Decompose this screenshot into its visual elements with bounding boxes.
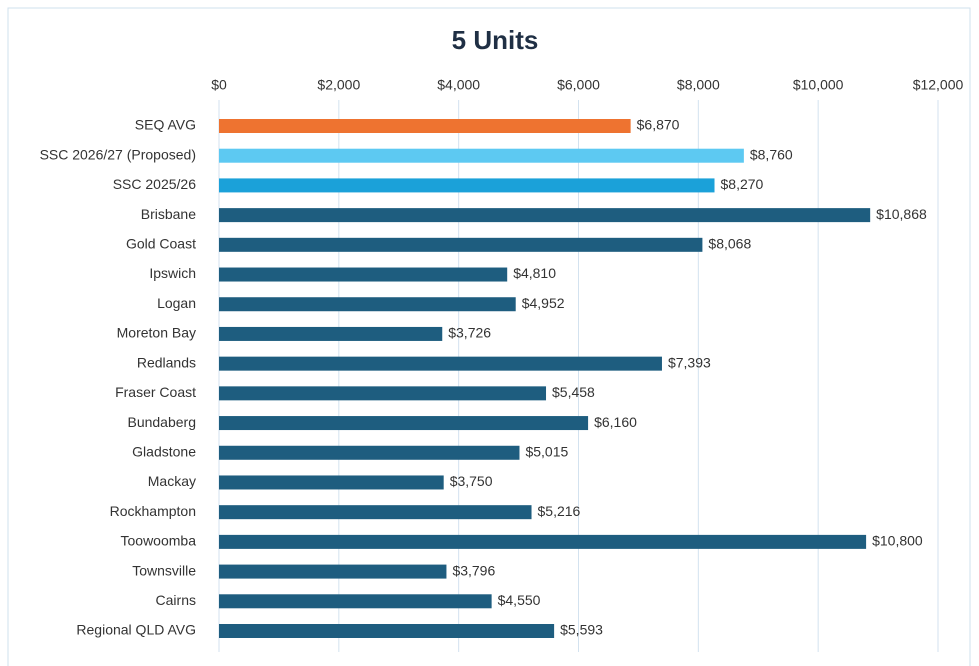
bar bbox=[219, 297, 516, 312]
bar bbox=[219, 564, 447, 579]
value-label: $10,868 bbox=[876, 206, 927, 222]
y-tick-label: SEQ AVG bbox=[135, 117, 196, 133]
x-tick-label: $10,000 bbox=[793, 77, 844, 93]
y-tick-label: Logan bbox=[157, 295, 196, 311]
value-label: $3,726 bbox=[448, 325, 491, 341]
bar bbox=[219, 267, 508, 282]
y-tick-label: Gold Coast bbox=[126, 236, 196, 252]
value-label: $5,216 bbox=[538, 503, 581, 519]
y-tick-label: Townsville bbox=[132, 562, 196, 578]
y-tick-label: Cairns bbox=[156, 592, 196, 608]
x-tick-label: $6,000 bbox=[557, 77, 600, 93]
value-label: $3,750 bbox=[450, 473, 493, 489]
y-tick-label: Ipswich bbox=[149, 265, 196, 281]
x-tick-label: $0 bbox=[211, 77, 227, 93]
value-label: $4,810 bbox=[513, 265, 556, 281]
y-tick-label: SSC 2025/26 bbox=[113, 176, 196, 192]
y-tick-label: Rockhampton bbox=[110, 503, 196, 519]
y-tick-label: Gladstone bbox=[132, 443, 196, 459]
bar bbox=[219, 148, 744, 163]
y-tick-label: Regional QLD AVG bbox=[76, 622, 196, 638]
y-tick-label: Redlands bbox=[137, 354, 196, 370]
y-tick-label: SSC 2026/27 (Proposed) bbox=[40, 146, 196, 162]
bar bbox=[219, 356, 662, 371]
bar bbox=[219, 386, 547, 401]
bar bbox=[219, 119, 631, 133]
y-tick-label: Mackay bbox=[148, 473, 196, 489]
frame bbox=[7, 7, 971, 666]
value-label: $4,952 bbox=[522, 295, 565, 311]
value-label: $8,270 bbox=[721, 176, 764, 192]
y-tick-label: Moreton Bay bbox=[117, 325, 196, 341]
value-label: $7,393 bbox=[668, 354, 711, 370]
bar bbox=[219, 326, 443, 341]
y-tick-label: Brisbane bbox=[141, 206, 196, 222]
bar bbox=[219, 475, 444, 490]
bar bbox=[219, 237, 703, 252]
value-label: $3,796 bbox=[452, 562, 495, 578]
value-label: $8,760 bbox=[750, 146, 793, 162]
x-tick-label: $2,000 bbox=[317, 77, 360, 93]
bar bbox=[219, 416, 589, 431]
y-tick-label: Bundaberg bbox=[127, 414, 196, 430]
bar bbox=[219, 534, 867, 549]
bar bbox=[219, 178, 715, 193]
y-tick-label: Toowoomba bbox=[121, 533, 197, 549]
value-label: $8,068 bbox=[708, 236, 751, 252]
bar bbox=[219, 208, 871, 223]
x-tick-label: $4,000 bbox=[437, 77, 480, 93]
bar bbox=[219, 624, 555, 638]
x-tick-label: $12,000 bbox=[913, 77, 964, 93]
bar bbox=[219, 505, 532, 520]
value-label: $5,458 bbox=[552, 384, 595, 400]
value-label: $6,160 bbox=[594, 414, 637, 430]
value-label: $5,593 bbox=[560, 622, 603, 638]
bar bbox=[219, 594, 492, 609]
value-label: $6,870 bbox=[637, 117, 680, 133]
y-tick-label: Fraser Coast bbox=[115, 384, 196, 400]
value-label: $5,015 bbox=[525, 443, 568, 459]
value-label: $4,550 bbox=[498, 592, 541, 608]
value-label: $10,800 bbox=[872, 533, 923, 549]
x-tick-label: $8,000 bbox=[677, 77, 720, 93]
chart-title: 5 Units bbox=[452, 25, 539, 55]
bar bbox=[219, 445, 520, 460]
